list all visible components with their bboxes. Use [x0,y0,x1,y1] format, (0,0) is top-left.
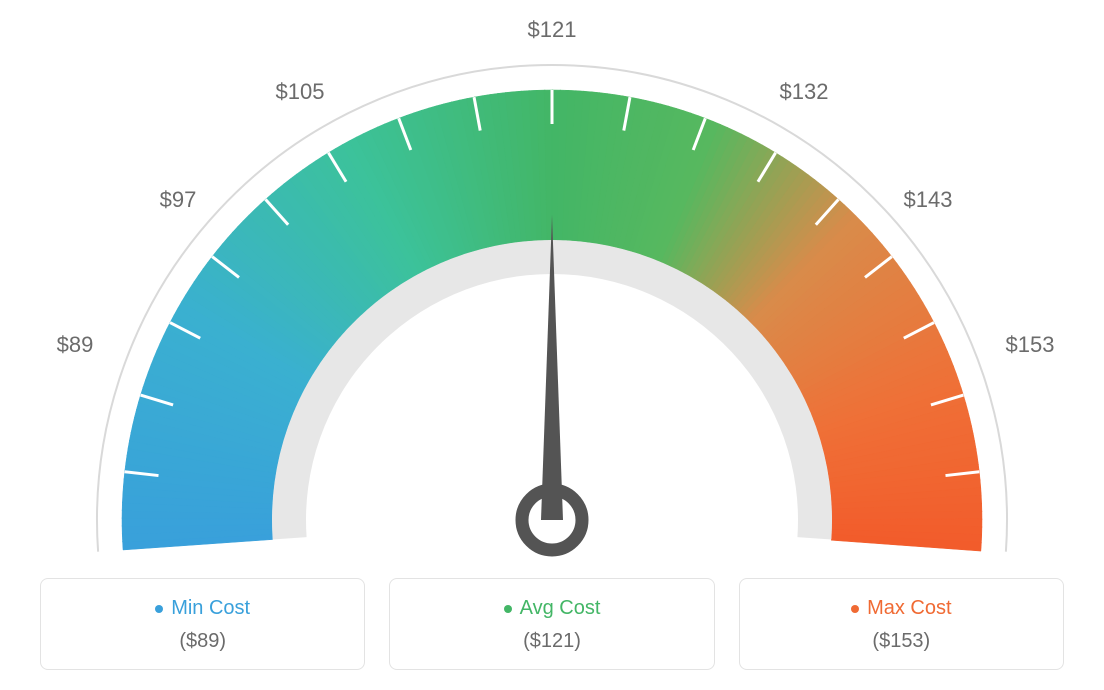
legend-value-min: ($89) [51,630,354,653]
legend-card-avg: Avg Cost ($121) [389,578,714,670]
legend-dot-min [155,605,163,613]
legend-card-min: Min Cost ($89) [40,578,365,670]
gauge-tick-label: $105 [276,79,325,105]
legend-card-max: Max Cost ($153) [739,578,1064,670]
gauge-tick-label: $132 [780,79,829,105]
legend-title-max: Max Cost [851,597,951,620]
legend-title-avg: Avg Cost [504,597,601,620]
gauge-tick-label: $97 [160,187,197,213]
legend-title-avg-text: Avg Cost [520,597,601,620]
legend-title-min-text: Min Cost [171,597,250,620]
gauge-tick-label: $121 [528,17,577,43]
gauge-container: $89 $97 $105 $121 $132 $143 $153 [0,0,1104,560]
gauge-tick-label: $89 [57,332,94,358]
legend-title-max-text: Max Cost [867,597,951,620]
legend-title-min: Min Cost [155,597,250,620]
legend-row: Min Cost ($89) Avg Cost ($121) Max Cost … [0,578,1104,670]
legend-value-max: ($153) [750,630,1053,653]
gauge-tick-label: $143 [904,187,953,213]
legend-dot-max [851,605,859,613]
legend-dot-avg [504,605,512,613]
gauge-svg [0,0,1104,560]
gauge-tick-label: $153 [1006,332,1055,358]
legend-value-avg: ($121) [400,630,703,653]
